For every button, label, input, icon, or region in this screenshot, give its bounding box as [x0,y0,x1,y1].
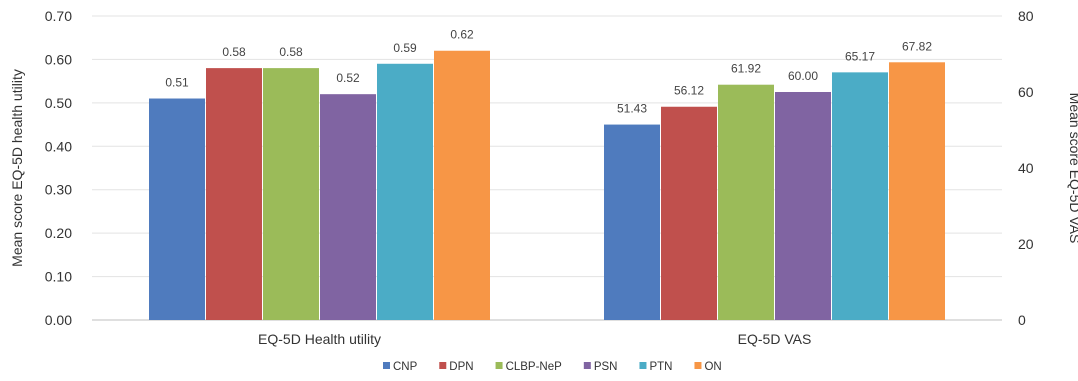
category-label: EQ-5D VAS [738,331,812,347]
bar [775,92,831,320]
left-tick-label: 0.00 [45,312,72,328]
left-axis-title: Mean score EQ-5D health utility [9,69,25,267]
right-tick-label: 60 [1018,84,1034,100]
data-labels: 0.51 0.58 0.58 0.52 0.59 0.62 51.43 56.12 61.92 6… [165,28,932,116]
legend-swatch [439,362,447,369]
left-tick-label: 0.30 [45,182,72,198]
category-labels: EQ-5D Health utility EQ-5D VAS [258,331,811,347]
bar [149,98,205,320]
data-label: 0.59 [393,41,417,55]
bar [604,124,660,320]
legend-swatch [694,362,702,369]
left-tick-label: 0.70 [45,8,72,24]
bar [718,84,774,320]
right-tick-label: 80 [1018,8,1034,24]
legend-swatch [383,362,390,369]
bar [889,62,945,321]
right-tick-label: 40 [1018,160,1034,176]
right-axis-ticks: 0 20 40 60 80 [1018,8,1034,328]
left-tick-label: 0.20 [45,225,72,241]
left-tick-label: 0.40 [45,138,72,154]
legend: CNP DPN CLBP-NeP PSN PTN ON [383,361,722,373]
right-tick-label: 0 [1018,312,1026,328]
data-label: 65.17 [845,49,875,63]
legend-label: ON [704,361,721,373]
left-tick-label: 0.50 [45,95,72,111]
right-axis-title: Mean score EQ-5D VAS [1067,93,1078,244]
data-label: 0.58 [279,45,303,59]
bar [377,63,433,321]
data-label: 56.12 [674,84,704,98]
bar [263,68,319,320]
data-label: 61.92 [731,62,761,76]
legend-swatch [495,362,503,369]
bar [832,72,888,320]
bar [320,94,376,321]
right-tick-label: 20 [1018,236,1034,252]
category-label: EQ-5D Health utility [258,331,381,347]
data-label: 0.58 [222,45,246,59]
legend-label: PSN [594,361,618,373]
legend-swatch [639,362,647,369]
data-label: 67.82 [902,39,932,53]
legend-label: PTN [649,361,672,373]
bar [434,50,490,320]
data-label: 60.00 [788,69,818,83]
legend-label: CNP [393,361,418,373]
legend-label: DPN [449,361,473,373]
bar [661,106,717,320]
legend-swatch [583,362,591,369]
bars [149,50,945,321]
bar [206,68,262,320]
data-label: 0.52 [336,71,360,85]
left-tick-label: 0.10 [45,269,72,285]
data-label: 0.51 [165,76,189,90]
legend-label: CLBP-NeP [506,361,563,373]
data-label: 51.43 [617,102,647,116]
left-tick-label: 0.60 [45,51,72,67]
data-label: 0.62 [450,28,474,42]
left-axis-ticks: 0.00 0.10 0.20 0.30 0.40 0.50 0.60 0.70 [45,8,72,328]
